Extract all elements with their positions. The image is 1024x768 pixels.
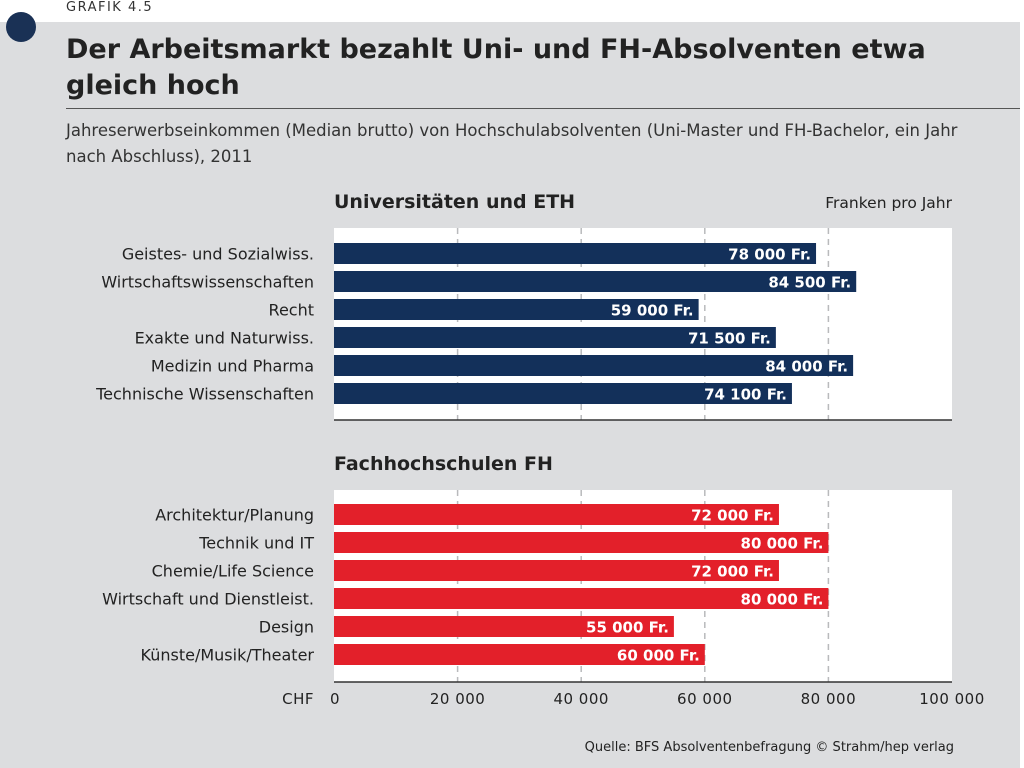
data-label: 80 000 Fr. xyxy=(741,591,824,609)
x-tick-label: 20 000 xyxy=(430,690,486,708)
x-tick-label: 80 000 xyxy=(801,690,857,708)
page-subtitle: Jahreserwerbseinkommen (Median brutto) v… xyxy=(66,121,958,166)
bar xyxy=(334,560,779,581)
category-label: Wirtschaft und Dienstleist. xyxy=(102,590,314,609)
category-label: Design xyxy=(259,618,314,637)
section-title: Universitäten und ETH xyxy=(334,191,575,213)
unit-label: Franken pro Jahr xyxy=(825,194,952,212)
bar xyxy=(334,299,699,320)
bar xyxy=(334,644,705,665)
bar xyxy=(334,271,857,292)
title-divider xyxy=(66,108,1020,109)
category-label: Recht xyxy=(269,301,314,320)
bar xyxy=(334,383,792,404)
data-label: 59 000 Fr. xyxy=(611,302,694,320)
data-label: 84 000 Fr. xyxy=(765,358,848,376)
source-credit: Quelle: BFS Absolventenbefragung © Strah… xyxy=(584,740,954,755)
x-tick-label: 60 000 xyxy=(677,690,733,708)
data-label: 80 000 Fr. xyxy=(741,535,824,553)
data-label: 60 000 Fr. xyxy=(617,647,700,665)
category-label: Chemie/Life Science xyxy=(152,562,314,581)
x-tick-label: 100 000 xyxy=(919,690,985,708)
x-axis-label: CHF xyxy=(282,690,314,708)
x-tick-label: 0 xyxy=(330,690,340,708)
bar xyxy=(334,243,817,264)
category-label: Künste/Musik/Theater xyxy=(141,646,315,665)
data-label: 78 000 Fr. xyxy=(728,246,811,264)
category-label: Architektur/Planung xyxy=(155,506,314,525)
category-label: Technik und IT xyxy=(198,534,314,553)
section-title: Fachhochschulen FH xyxy=(334,453,553,475)
x-tick-label: 40 000 xyxy=(553,690,609,708)
data-label: 55 000 Fr. xyxy=(586,619,669,637)
category-label: Geistes- und Sozialwiss. xyxy=(122,245,314,264)
bar xyxy=(334,327,776,348)
data-label: 84 500 Fr. xyxy=(768,274,851,292)
category-label: Exakte und Naturwiss. xyxy=(135,329,314,348)
bar xyxy=(334,504,779,525)
figure-number: GRAFIK 4.5 xyxy=(66,0,154,15)
data-label: 71 500 Fr. xyxy=(688,330,771,348)
data-label: 74 100 Fr. xyxy=(704,386,787,404)
info-badge-icon xyxy=(6,12,36,42)
category-label: Technische Wissenschaften xyxy=(95,385,314,404)
page-title: Der Arbeitsmarkt bezahlt Uni- und FH-Abs… xyxy=(66,34,926,101)
data-label: 72 000 Fr. xyxy=(691,563,774,581)
bar xyxy=(334,532,829,553)
category-label: Wirtschaftswissenschaften xyxy=(101,273,314,292)
category-label: Medizin und Pharma xyxy=(151,357,314,376)
data-label: 72 000 Fr. xyxy=(691,507,774,525)
bar xyxy=(334,616,674,637)
bar xyxy=(334,355,854,376)
bar xyxy=(334,588,829,609)
